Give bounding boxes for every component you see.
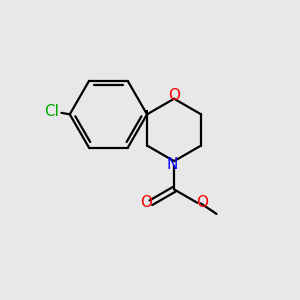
Text: N: N <box>167 157 178 172</box>
Text: O: O <box>196 195 208 210</box>
Text: O: O <box>140 195 152 210</box>
Text: O: O <box>168 88 180 103</box>
Text: Cl: Cl <box>44 104 59 119</box>
